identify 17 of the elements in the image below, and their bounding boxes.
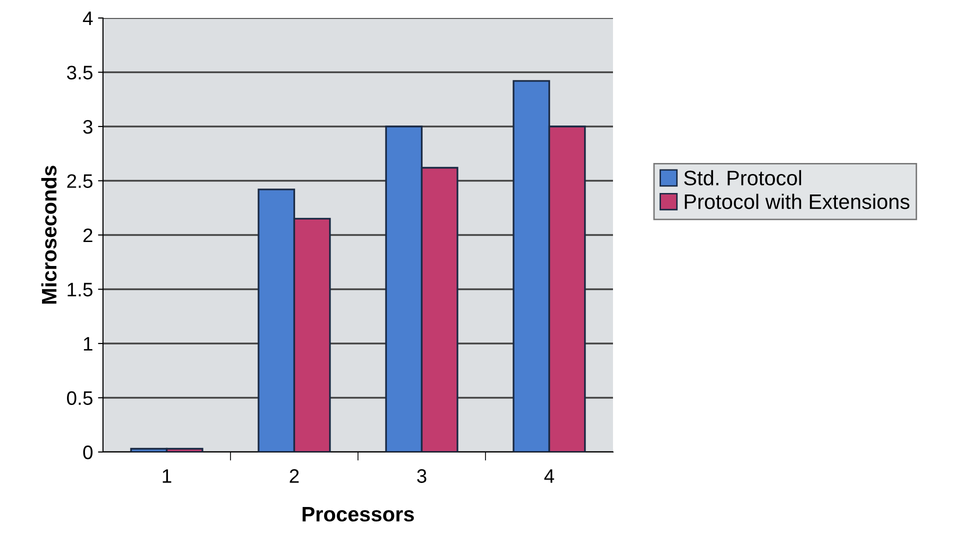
y-tick-label: 4 <box>82 12 93 26</box>
y-tick-label: 0 <box>83 445 93 460</box>
y-axis-title: Microseconds <box>41 166 57 304</box>
y-tick-label: 1 <box>84 337 92 351</box>
y-tick-label: 3 <box>83 120 92 134</box>
y-tick-label: 0.5 <box>67 391 92 405</box>
x-tick-label: 1 <box>162 469 172 483</box>
x-tick-label: 2 <box>290 469 299 483</box>
y-tick-label: 2 <box>83 228 92 242</box>
y-tick-label: 3.5 <box>66 66 92 80</box>
y-tick-label: 2.5 <box>67 174 92 188</box>
x-axis-title: Processors <box>302 507 414 522</box>
y-tick-label: 1.5 <box>68 282 92 296</box>
legend-label: Protocol with Extensions <box>684 194 910 210</box>
legend-label: Std. Protocol <box>684 170 802 186</box>
x-tick-label: 3 <box>417 469 426 483</box>
x-tick-label: 4 <box>544 469 554 483</box>
